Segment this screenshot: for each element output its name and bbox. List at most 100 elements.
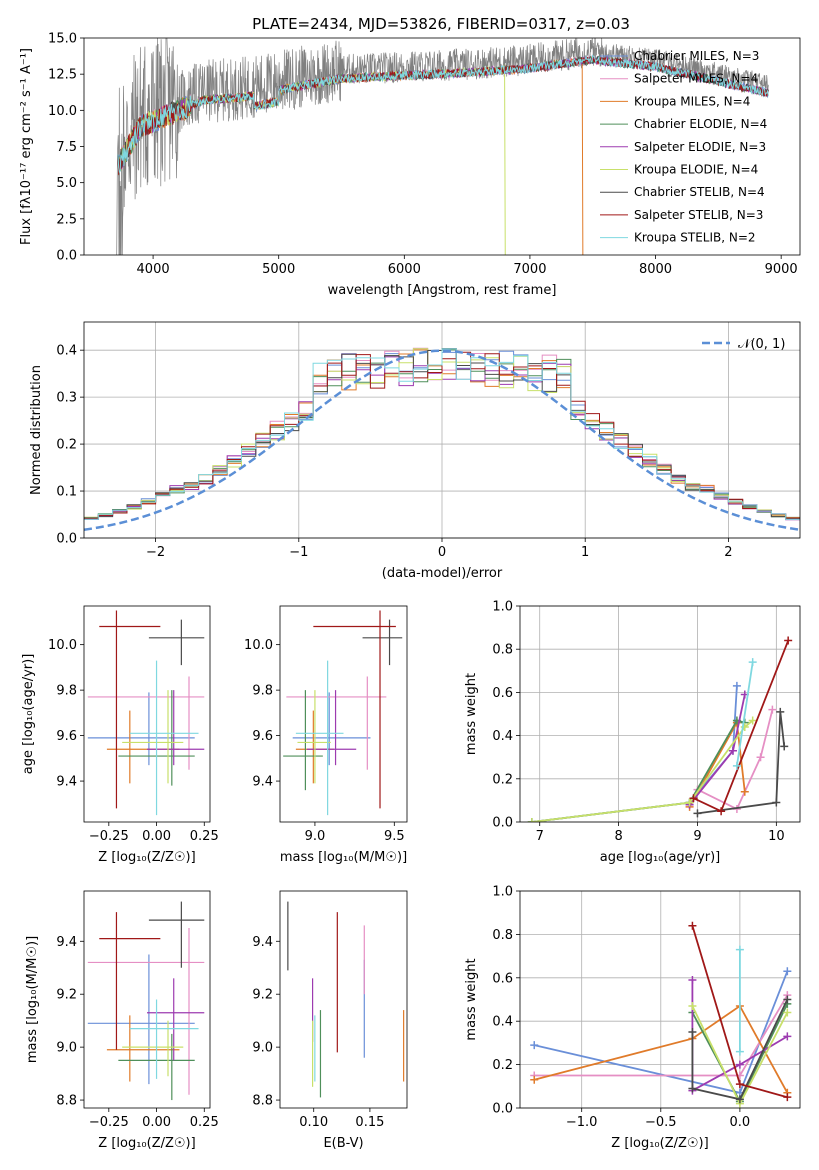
y-tick-label: 2.5 [56,212,77,227]
x-tick-label: −1 [289,545,308,560]
series-line [531,719,754,822]
data-marker [732,681,741,690]
data-marker [735,1047,744,1056]
series-line [693,640,790,813]
x-axis-label: mass [log₁₀(M/M☉)] [280,850,407,865]
data-marker [776,707,785,716]
y-tick-label: 0.4 [492,729,513,744]
axes-frame [279,890,408,1109]
data-marker [527,818,536,822]
x-tick-label: 9 [693,829,701,844]
plot-area [87,610,205,816]
axes-frame [83,37,801,256]
data-marker [783,995,792,1004]
y-tick-label: 10.0 [48,104,77,119]
plot-area [87,901,205,1101]
data-marker [530,1041,539,1050]
data-marker [772,798,781,807]
x-tick-label: −1.0 [566,1115,598,1130]
data-marker [688,1002,697,1011]
x-tick-label: 7 [536,829,544,844]
y-tick-label: 9.4 [252,935,273,950]
x-tick-label: 0.0 [730,1115,751,1130]
x-tick-label: 0.25 [190,829,219,844]
residual-histogram [84,351,800,520]
y-tick-label: 9.8 [56,684,77,699]
data-marker [693,809,702,818]
chart-title: PLATE=2434, MJD=53826, FIBERID=0317, z=0… [252,15,630,33]
data-marker [735,1080,744,1089]
x-tick-label: 8 [614,829,622,844]
data-marker [768,705,777,714]
x-tick-label: 0.25 [190,1115,219,1130]
y-tick-label: 0.0 [56,249,77,264]
x-tick-label: 10 [768,829,785,844]
axes-spectrum: 4000 5000 6000 7000 8000 9000 0.0 2.5 5.0 7.5 10.0… [19,32,801,298]
data-marker [728,746,737,755]
data-marker [688,975,697,984]
legend-label: Kroupa STELIB, N=2 [634,231,756,245]
y-tick-label: 1.0 [492,885,513,900]
x-axis-label: wavelength [Angstrom, rest frame] [328,283,557,298]
y-tick-label: 5.0 [56,176,77,191]
x-tick-label: 0 [438,545,446,560]
data-marker [688,1084,697,1093]
data-marker [689,794,698,803]
y-tick-label: 0.4 [492,1015,513,1030]
series-line [697,709,774,811]
axes-frame [519,890,801,1109]
y-tick-label: 0.4 [56,344,77,359]
x-tick-label: −0.25 [89,1115,129,1130]
normal-curve [84,349,800,532]
data-marker [783,1093,792,1102]
data-marker [735,945,744,954]
x-tick-label: −0.25 [89,829,129,844]
model-spectrum [117,54,769,174]
legend-label: 𝒩(0, 1) [738,337,785,352]
y-tick-label: 9.0 [56,1041,77,1056]
x-tick-label: 0.00 [142,829,171,844]
legend: Chabrier MILES, N=3 Salpeter MILES, N=4 Kr… [600,49,767,245]
legend-label: Chabrier STELIB, N=4 [634,185,765,199]
y-tick-label: 9.0 [252,1041,273,1056]
legend-label: Salpeter MILES, N=4 [634,72,758,86]
x-tick-label: 9.0 [305,829,326,844]
legend-label: Chabrier ELODIE, N=4 [634,117,767,131]
axes-frame [519,605,801,823]
y-tick-label: 7.5 [56,140,77,155]
data-marker [784,636,793,645]
data-marker [717,807,726,816]
axes-age_vs_mass: 9.0 9.5 9.4 9.6 9.8 10.0 mass [log₁₀(M/M☉)] [244,605,408,865]
y-tick-label: 0.0 [56,532,77,547]
residual-histogram [84,348,800,520]
y-tick-label: 0.2 [56,438,77,453]
y-tick-label: 12.5 [48,68,77,83]
series-line [736,662,754,766]
data-marker [783,1032,792,1041]
data-marker [780,742,789,751]
plot-area [84,347,800,532]
legend-label: Salpeter STELIB, N=3 [634,208,763,222]
y-tick-label: 0.2 [492,772,513,787]
x-tick-label: 8000 [639,262,672,277]
x-tick-label: 9.5 [384,829,405,844]
y-tick-label: 0.6 [492,686,513,701]
x-tick-label: 1 [581,545,589,560]
plot-area [530,921,792,1108]
x-tick-label: −2 [146,545,165,560]
data-marker [732,761,741,770]
x-tick-label: 9000 [765,262,798,277]
plot-area [283,610,403,816]
y-tick-label: 9.2 [252,988,273,1003]
y-tick-label: 0.3 [56,391,77,406]
y-axis-label: mass weight [464,673,479,755]
y-tick-label: 9.2 [56,988,77,1003]
legend-label: Salpeter ELODIE, N=3 [634,140,766,154]
series-line [531,685,738,822]
y-axis-label: age [log₁₀(age/yr)] [21,654,36,775]
data-marker [688,1028,697,1037]
y-tick-label: 9.4 [252,775,273,790]
plot-area [527,636,793,822]
y-axis-label: Flux [fλ10⁻¹⁷ erg cm⁻² s⁻¹ A⁻¹] [19,48,34,245]
